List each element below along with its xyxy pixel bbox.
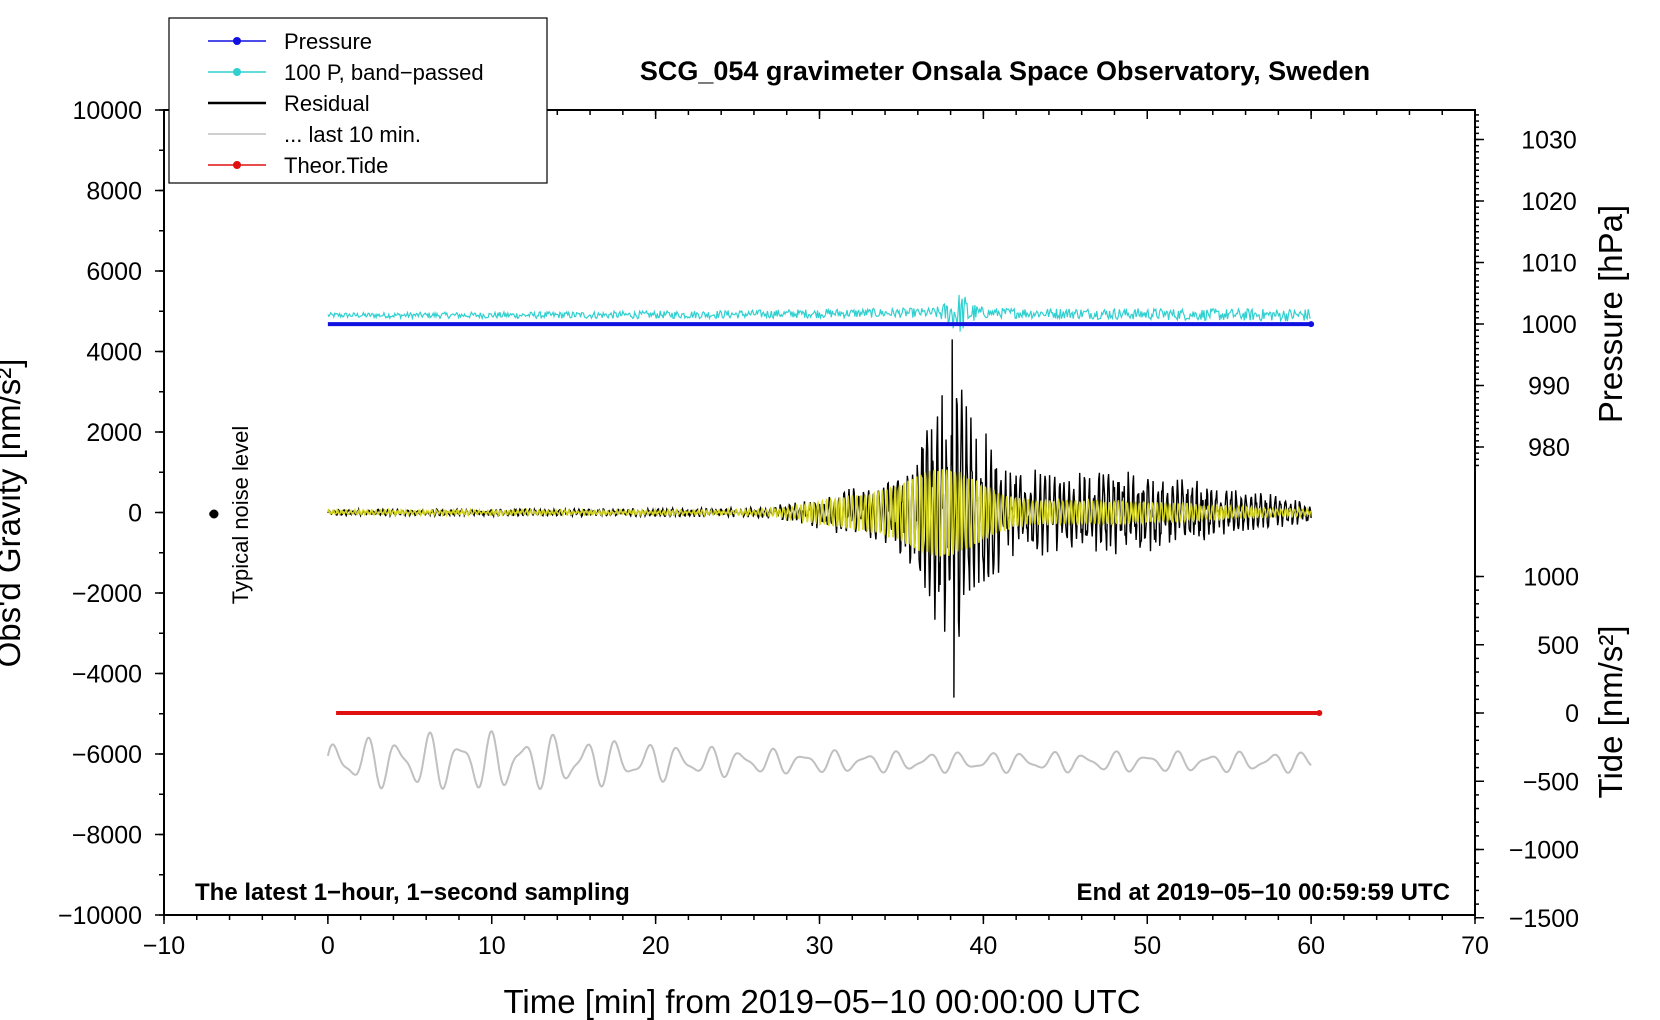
legend-label: 100 P, band−passed xyxy=(284,60,484,85)
pressure-tick-label: 1010 xyxy=(1521,250,1577,278)
x-tick-label: 30 xyxy=(806,932,834,960)
series-last-10-min xyxy=(326,730,1312,791)
y-tick-label: 10000 xyxy=(72,97,142,125)
y-tick-label: −8000 xyxy=(72,822,142,850)
x-axis-title: Time [min] from 2019−05−10 00:00:00 UTC xyxy=(503,983,1140,1020)
y-tick-label: 6000 xyxy=(86,258,142,286)
pressure-tick-label: 1020 xyxy=(1521,188,1577,216)
end-time-note: End at 2019−05−10 00:59:59 UTC xyxy=(1076,879,1450,906)
x-tick-label: 10 xyxy=(478,932,506,960)
legend-label: Theor.Tide xyxy=(284,153,388,178)
noise-level-label: Typical noise level xyxy=(228,426,253,605)
y-tick-label: 2000 xyxy=(86,419,142,447)
pressure-tick-label: 1030 xyxy=(1521,127,1577,155)
tide-tick-label: −500 xyxy=(1523,768,1579,796)
x-tick-label: 20 xyxy=(642,932,670,960)
series-band-passed-pressure xyxy=(327,294,1311,332)
y-tick-label: −4000 xyxy=(72,661,142,689)
series-layer xyxy=(326,294,1323,791)
sampling-note: The latest 1−hour, 1−second sampling xyxy=(195,879,630,906)
legend-marker xyxy=(233,161,241,169)
pressure-tick-label: 980 xyxy=(1528,434,1570,462)
legend-label: Residual xyxy=(284,91,370,116)
ticks-layer: −10 0 10 20 30 40 50 60 70−10000−8000−6000−4000−… xyxy=(58,97,1579,960)
y-axis-title-left: Obs'd Gravity [nm/s²] xyxy=(0,359,27,668)
y-axis-title-pressure: Pressure [hPa] xyxy=(1592,205,1629,423)
y-tick-label: −10000 xyxy=(58,902,142,930)
y-tick-label: 0 xyxy=(128,500,142,528)
x-tick-label: 60 xyxy=(1297,932,1325,960)
x-tick-label: 50 xyxy=(1133,932,1161,960)
y-tick-label: −6000 xyxy=(72,741,142,769)
y-tick-label: −2000 xyxy=(72,580,142,608)
legend-marker xyxy=(233,37,241,45)
tide-tick-label: 0 xyxy=(1565,700,1579,728)
tide-tick-label: 500 xyxy=(1537,632,1579,660)
noise-marker: Typical noise level xyxy=(209,426,253,605)
x-tick-label: −10 xyxy=(143,932,185,960)
legend-label: ... last 10 min. xyxy=(284,122,421,147)
tide-tick-label: 1000 xyxy=(1523,564,1579,592)
x-tick-label: 70 xyxy=(1461,932,1489,960)
y-axis-title-tide: Tide [nm/s²] xyxy=(1592,626,1629,799)
series-pressure-marker xyxy=(1308,321,1315,328)
legend: Pressure 100 P, band−passed Residual ... la… xyxy=(168,17,548,184)
legend-label: Pressure xyxy=(284,29,372,54)
legend-marker xyxy=(233,68,241,76)
pressure-tick-label: 1000 xyxy=(1521,311,1577,339)
series-residual-filtered xyxy=(327,469,1312,557)
y-tick-label: 4000 xyxy=(86,339,142,367)
x-tick-label: 0 xyxy=(321,932,335,960)
chart-title: SCG_054 gravimeter Onsala Space Observat… xyxy=(640,56,1370,86)
x-tick-label: 40 xyxy=(969,932,997,960)
pressure-tick-label: 990 xyxy=(1528,373,1570,401)
y-tick-label: 8000 xyxy=(86,178,142,206)
tide-tick-label: −1000 xyxy=(1509,837,1579,865)
legend-box xyxy=(168,17,548,184)
tide-tick-label: −1500 xyxy=(1509,905,1579,933)
series-tide-marker xyxy=(1316,710,1323,716)
